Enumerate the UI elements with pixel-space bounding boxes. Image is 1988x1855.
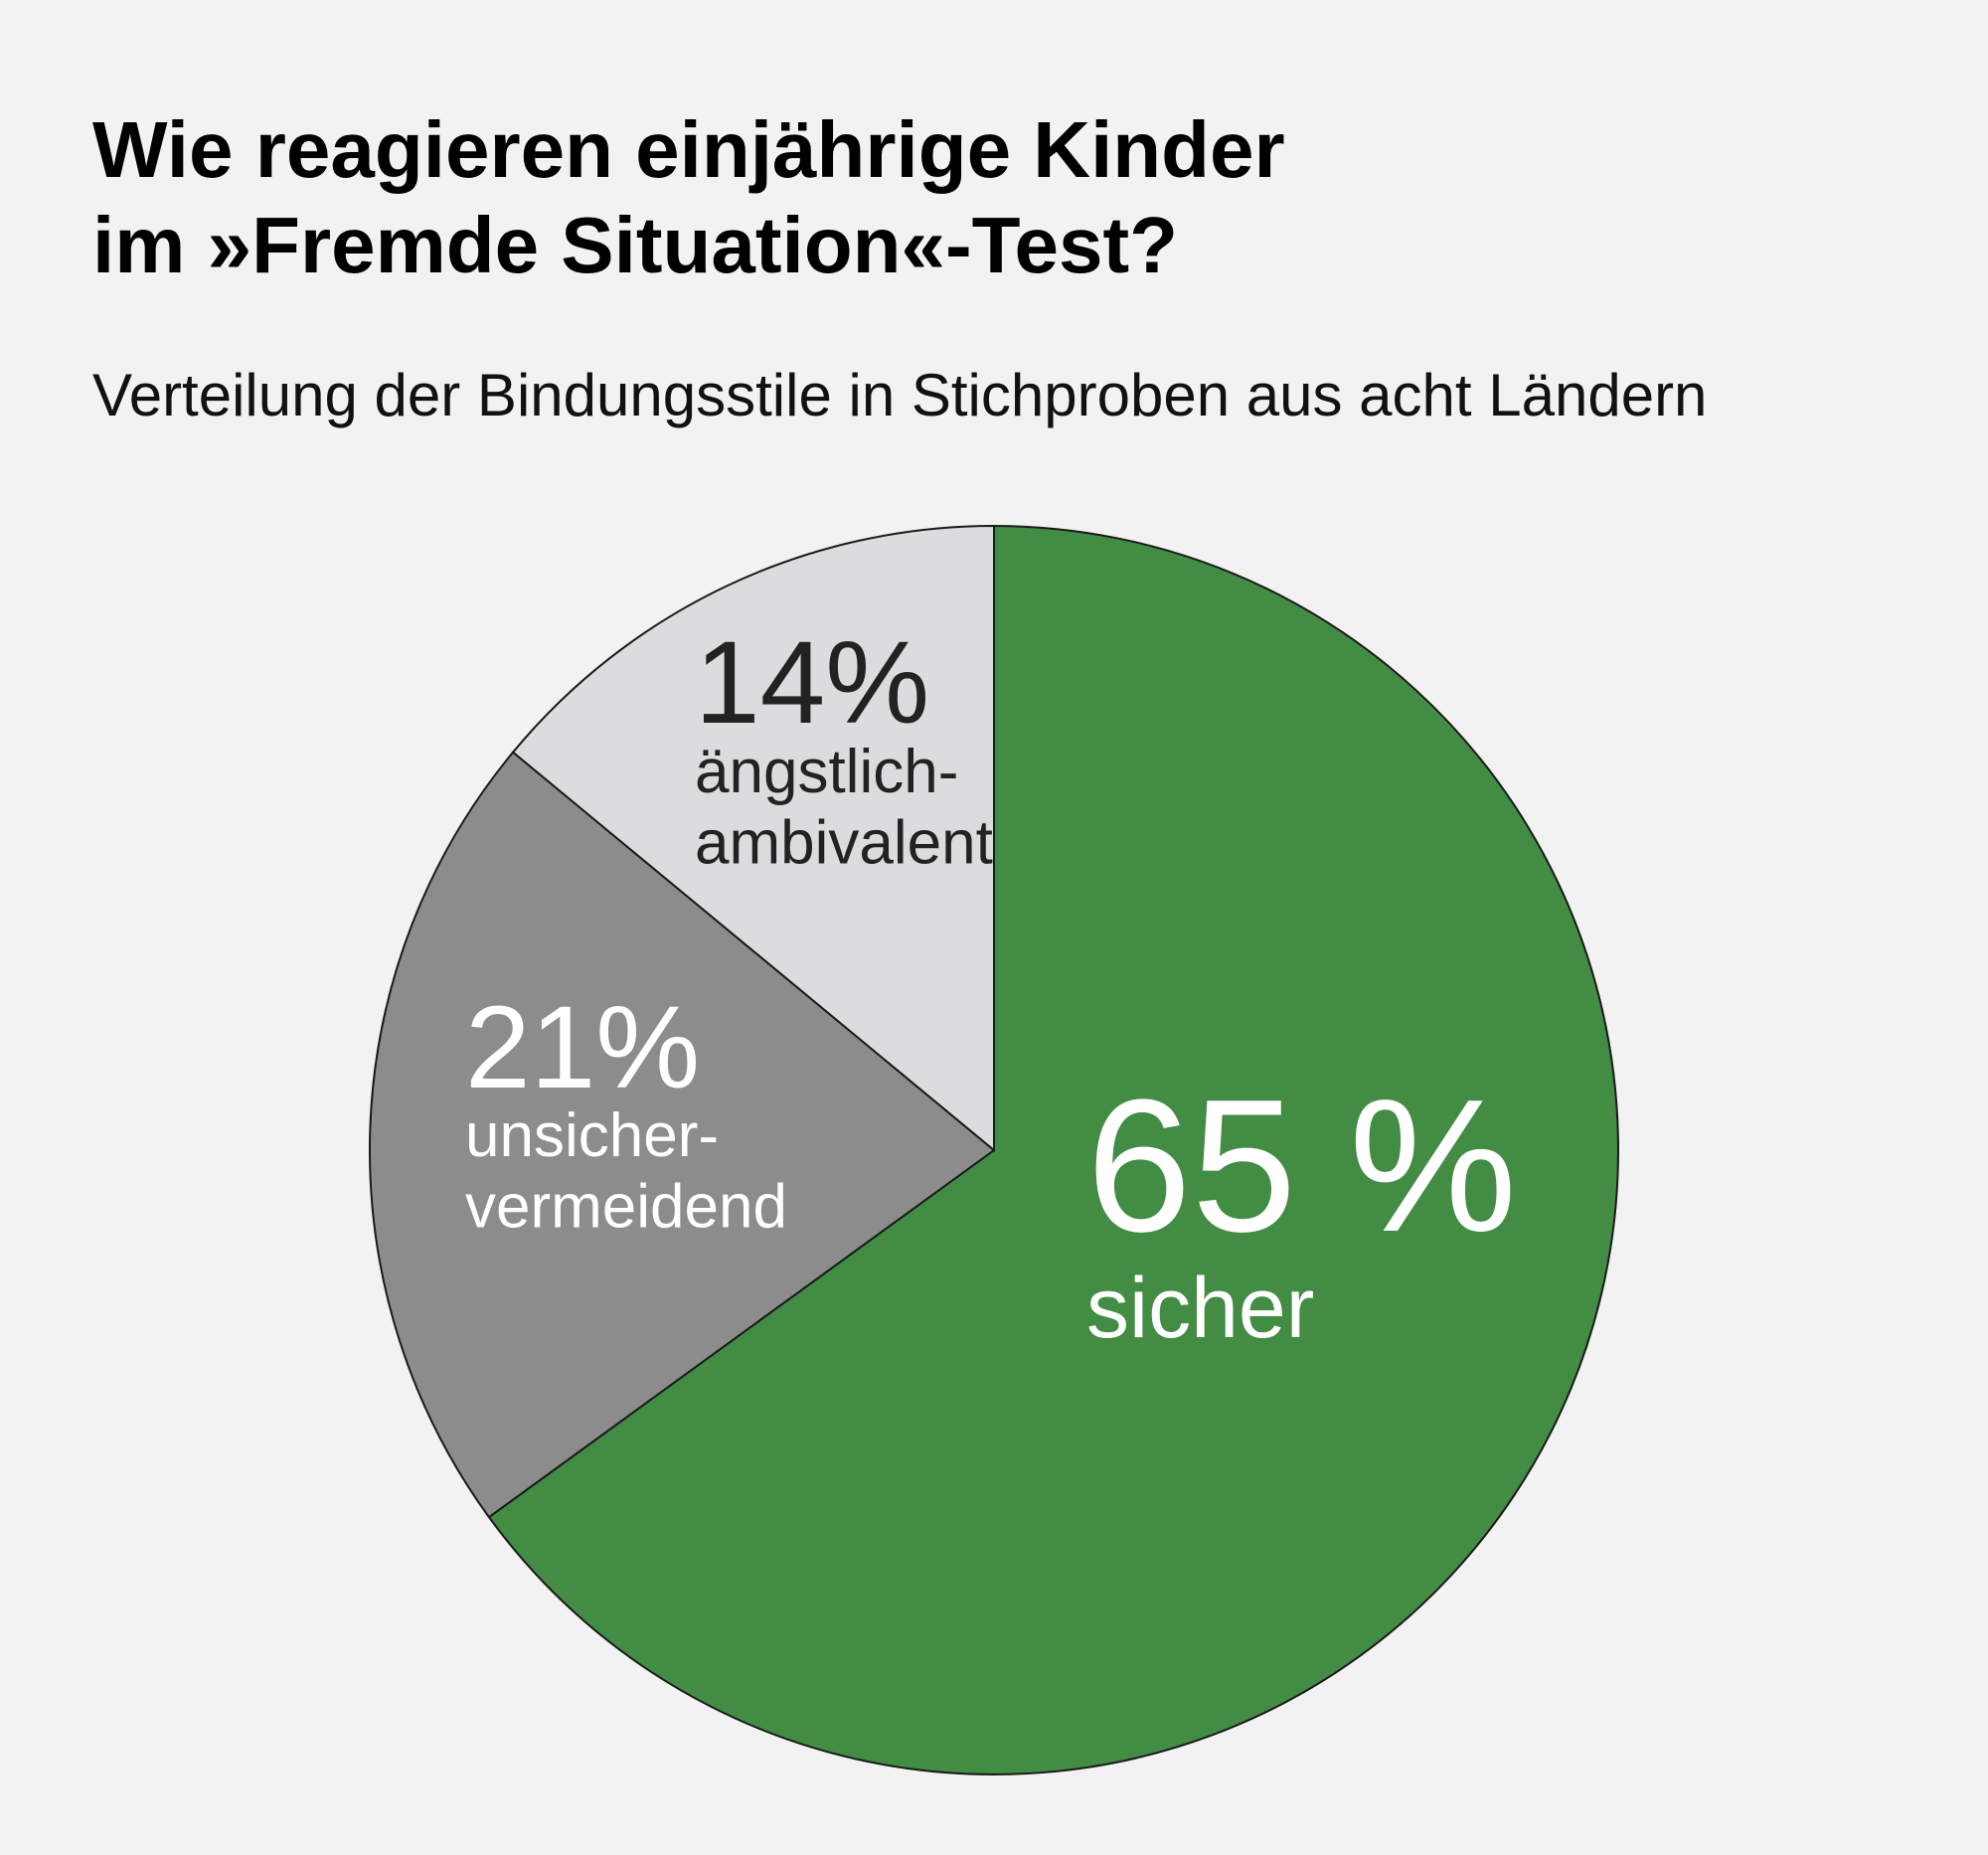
value-label: 21% [465,982,700,1113]
category-label: unsicher-vermeidend [465,1101,787,1241]
pie-slice [487,524,1619,1775]
pie-slice [369,751,996,1519]
value-label: 14% [695,617,929,749]
value-label: 65 % [1086,1061,1517,1271]
pie-slice [511,524,995,1153]
chart-title: Wie reagieren einjährige Kinder im »Fremd… [92,105,1285,289]
chart-subtitle: Verteilung der Bindungsstile in Stichpro… [92,362,1707,428]
category-label: ängstlich-ambivalent [695,738,993,877]
category-label: sicher [1086,1261,1314,1356]
